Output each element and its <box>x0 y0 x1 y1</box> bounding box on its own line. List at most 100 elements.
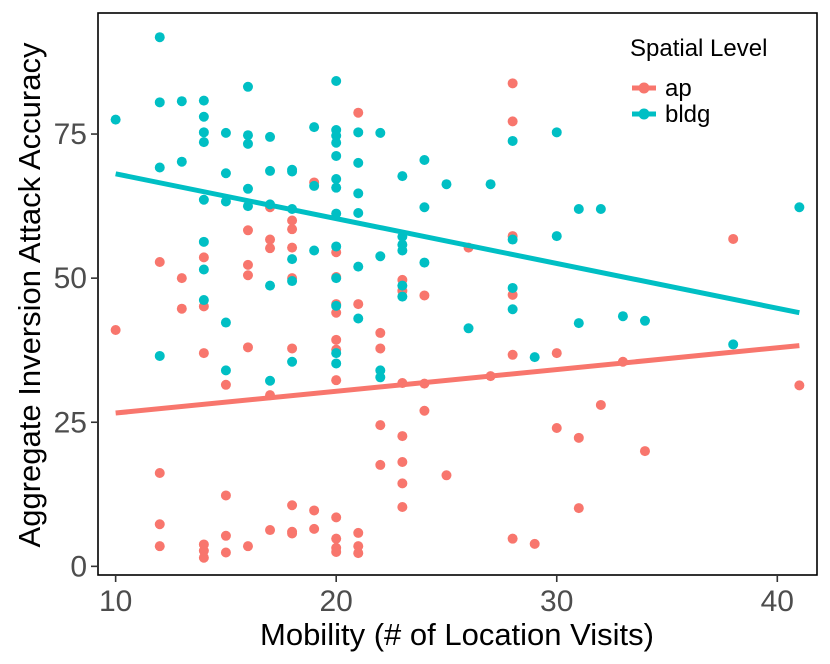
bldg-point <box>287 254 298 265</box>
bldg-point <box>220 168 231 179</box>
ap-point <box>220 530 231 541</box>
bldg-point <box>154 32 165 43</box>
x-tick-label: 30 <box>540 585 573 618</box>
ap-point <box>397 431 408 442</box>
bldg-point <box>507 304 518 315</box>
bldg-point <box>287 166 298 177</box>
bldg-point <box>198 111 209 122</box>
y-tick-label: 50 <box>54 262 87 295</box>
bldg-point <box>265 165 276 176</box>
ap-point <box>419 290 430 301</box>
ap-point <box>154 519 165 530</box>
ap-point <box>287 242 298 253</box>
bldg-point <box>110 114 121 125</box>
bldg-point <box>331 174 342 185</box>
ap-point <box>507 289 518 300</box>
ap-point <box>287 343 298 354</box>
bldg-point <box>331 137 342 148</box>
bldg-point <box>198 264 209 275</box>
ap-point <box>220 490 231 501</box>
bldg-point <box>375 365 386 376</box>
ap-point <box>331 375 342 386</box>
bldg-point <box>573 203 584 214</box>
bldg-point <box>220 127 231 138</box>
bldg-point <box>573 318 584 329</box>
legend-entry-bldg: bldg <box>632 101 710 128</box>
bldg-point <box>331 241 342 252</box>
ap-point <box>551 348 562 359</box>
bldg-point <box>198 194 209 205</box>
legend-key-point <box>638 82 650 94</box>
bldg-point <box>242 130 253 141</box>
ap-point <box>331 533 342 544</box>
ap-point <box>198 252 209 263</box>
bldg-point <box>242 81 253 92</box>
ap-point <box>375 327 386 338</box>
bldg-point <box>154 162 165 173</box>
ap-point <box>242 270 253 281</box>
bldg-point <box>419 257 430 268</box>
ap-point <box>220 547 231 558</box>
ap-point <box>110 325 121 336</box>
bldg-point <box>353 208 364 219</box>
ap-point <box>198 552 209 563</box>
axis-ticks <box>91 133 779 582</box>
bldg-point <box>419 154 430 165</box>
axis-tick-labels: 10 20 30 40 0 25 50 75 <box>54 118 794 618</box>
ap-point <box>507 78 518 89</box>
ap-point <box>287 528 298 539</box>
bldg-point <box>176 156 187 167</box>
bldg-point <box>287 276 298 287</box>
bldg-point <box>154 350 165 361</box>
ap-point <box>198 348 209 359</box>
bldg-point <box>265 280 276 291</box>
bldg-point <box>198 236 209 247</box>
ap-point <box>198 545 209 556</box>
ap-point <box>331 512 342 523</box>
bldg-point <box>198 295 209 306</box>
points-layer <box>110 32 805 563</box>
ap-point <box>397 478 408 489</box>
ap-point <box>573 503 584 514</box>
ap-point <box>265 234 276 245</box>
ap-point <box>353 299 364 310</box>
bldg-point <box>507 282 518 293</box>
ap-point <box>220 379 231 390</box>
bldg-point <box>794 202 805 213</box>
ap-point <box>353 548 364 559</box>
ap-point <box>176 303 187 314</box>
bldg-point <box>463 323 474 334</box>
ap-point <box>331 546 342 557</box>
bldg-point <box>198 137 209 148</box>
ap-point <box>507 116 518 127</box>
ap-point <box>573 432 584 443</box>
bldg-point <box>353 261 364 272</box>
bldg-point <box>331 358 342 369</box>
ap-point <box>265 525 276 536</box>
legend-entry-ap: ap <box>632 75 692 102</box>
bldg-point <box>419 202 430 213</box>
bldg-point <box>397 280 408 291</box>
bldg-point <box>728 339 739 350</box>
ap-point <box>441 470 452 481</box>
bldg-point <box>639 315 650 326</box>
bldg-point <box>331 76 342 87</box>
ap-point <box>551 423 562 434</box>
y-tick-label: 0 <box>70 550 87 583</box>
bldg-point <box>529 352 540 363</box>
ap-point <box>794 380 805 391</box>
bldg-point <box>507 234 518 245</box>
bldg-point <box>309 180 320 191</box>
bldg-point <box>331 182 342 193</box>
bldg-point <box>331 130 342 141</box>
ap-point <box>353 527 364 538</box>
ap-point <box>375 343 386 354</box>
bldg-point <box>441 179 452 190</box>
ap-point <box>309 523 320 534</box>
bldg-point <box>551 127 562 138</box>
bldg-point <box>309 122 320 133</box>
bldg-point <box>287 356 298 367</box>
bldg-trend-line <box>115 171 800 316</box>
ap-point <box>309 505 320 516</box>
